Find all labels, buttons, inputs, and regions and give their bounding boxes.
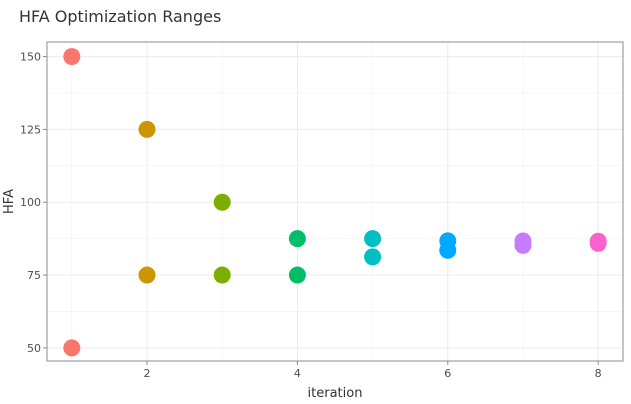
grid [47,42,623,361]
x-tick-label: 6 [444,367,451,380]
data-point[interactable] [288,266,306,284]
data-point[interactable] [63,339,81,357]
chart-title: HFA Optimization Ranges [19,7,221,26]
x-tick-label: 8 [595,367,602,380]
data-point[interactable] [213,266,231,284]
data-point[interactable] [288,230,306,248]
data-point[interactable] [213,193,231,211]
y-tick-label: 75 [27,269,41,282]
data-points [63,48,607,357]
y-tick-label: 50 [27,342,41,355]
data-point[interactable] [138,120,156,138]
plot-panel-border [46,41,624,362]
x-tick-label: 4 [294,367,301,380]
axes: 2 4 6 8 50 75 100 125 150 [20,51,602,380]
y-tick-label: 125 [20,123,41,136]
data-point[interactable] [364,248,382,266]
y-tick-label: 100 [20,196,41,209]
data-point[interactable] [589,234,607,252]
data-point[interactable] [364,230,382,248]
data-point[interactable] [63,48,81,66]
data-point[interactable] [439,241,457,259]
y-axis-label: HFA [2,189,17,214]
data-point[interactable] [138,266,156,284]
y-tick-label: 150 [20,51,41,64]
data-point[interactable] [514,236,532,254]
x-tick-label: 2 [144,367,151,380]
x-axis-label: iteration [308,386,363,400]
